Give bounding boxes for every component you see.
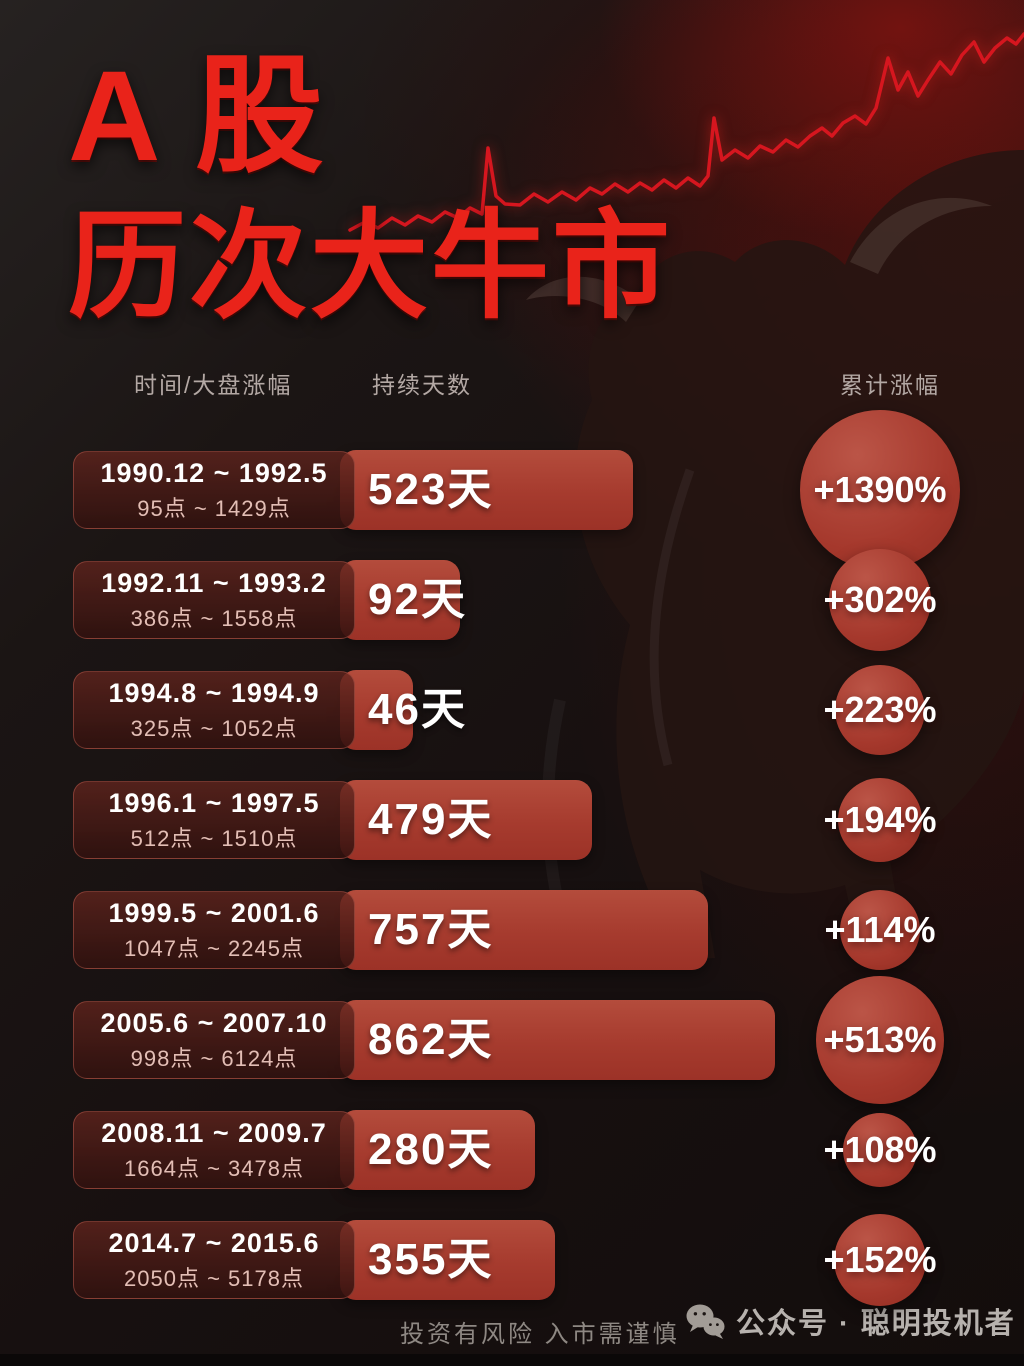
period-box: 2005.6 ~ 2007.10 998点 ~ 6124点 [73,1001,355,1079]
gain-circle [838,778,922,862]
stock-chart-line [348,32,1024,232]
period-label: 1994.8 ~ 1994.9 [108,677,320,708]
duration-bar [340,780,592,860]
gain-label: +513% [823,1019,937,1060]
disclaimer-text: 投资有风险 入市需谨慎 [400,1321,680,1348]
duration-label: 92天 [368,575,467,624]
points-label: 512点 ~ 1510点 [130,825,298,851]
points-label: 386点 ~ 1558点 [130,605,298,631]
duration-label: 757天 [368,905,494,954]
gain-label: +1390% [813,469,947,510]
page-title: A 股 历次大牛市 [68,45,674,334]
gain-label: +108% [823,1129,937,1170]
title-line1: A 股 [68,45,326,188]
gain-circle [834,1214,926,1306]
bull-market-row: 1999.5 ~ 2001.6 1047点 ~ 2245点 757天 +114% [0,890,1024,970]
gain-label: +114% [824,909,936,950]
period-label: 1999.5 ~ 2001.6 [108,897,320,928]
column-header-time: 时间/大盘涨幅 [134,372,293,398]
period-label: 1996.1 ~ 1997.5 [108,787,320,818]
gain-label: +194% [823,799,937,840]
points-label: 1047点 ~ 2245点 [124,935,304,961]
gain-circle [800,410,960,570]
duration-label: 280天 [368,1125,494,1174]
bull-market-row: 1990.12 ~ 1992.5 95点 ~ 1429点 523天 +1390% [0,410,1024,570]
period-label: 1992.11 ~ 1993.2 [101,567,327,598]
column-header-duration: 持续天数 [372,372,472,398]
period-box: 1994.8 ~ 1994.9 325点 ~ 1052点 [73,671,355,749]
duration-bar [340,1110,535,1190]
period-box: 1996.1 ~ 1997.5 512点 ~ 1510点 [73,781,355,859]
duration-bar [340,450,633,530]
gain-circle [835,665,925,755]
duration-label: 479天 [368,795,494,844]
bull-market-row: 2008.11 ~ 2009.7 1664点 ~ 3478点 280天 +108% [0,1110,1024,1190]
duration-label: 46天 [368,685,467,734]
period-box: 2014.7 ~ 2015.6 2050点 ~ 5178点 [73,1221,355,1299]
gain-label: +152% [823,1239,937,1280]
duration-bar [340,890,708,970]
gain-label: +223% [823,689,937,730]
gain-circle [840,890,920,970]
bull-market-row: 2005.6 ~ 2007.10 998点 ~ 6124点 862天 +513% [0,976,1024,1104]
points-label: 325点 ~ 1052点 [130,715,298,741]
period-label: 2008.11 ~ 2009.7 [101,1117,327,1148]
period-label: 2014.7 ~ 2015.6 [108,1227,320,1258]
duration-label: 355天 [368,1235,494,1284]
bull-market-row: 1994.8 ~ 1994.9 325点 ~ 1052点 46天 +223% [0,665,1024,755]
bull-market-row: 1996.1 ~ 1997.5 512点 ~ 1510点 479天 +194% [0,778,1024,862]
gain-circle [816,976,944,1104]
period-box: 1992.11 ~ 1993.2 386点 ~ 1558点 [73,561,355,639]
wechat-account: 公众号 · 聪明投机者 [684,1300,1016,1342]
points-label: 998点 ~ 6124点 [130,1045,298,1071]
gain-circle [843,1113,917,1187]
points-label: 95点 ~ 1429点 [137,495,291,521]
period-box: 1990.12 ~ 1992.5 95点 ~ 1429点 [73,451,355,529]
gain-label: +302% [823,579,937,620]
duration-label: 523天 [368,465,494,514]
period-label: 1990.12 ~ 1992.5 [100,457,328,488]
period-box: 2008.11 ~ 2009.7 1664点 ~ 3478点 [73,1111,355,1189]
points-label: 2050点 ~ 5178点 [124,1265,304,1291]
wechat-account-name: 公众号 · 聪明投机者 [736,1308,1016,1340]
points-label: 1664点 ~ 3478点 [124,1155,304,1181]
duration-label: 862天 [368,1015,494,1064]
gain-circle [829,549,931,651]
duration-bar [340,560,460,640]
bull-market-row: 2014.7 ~ 2015.6 2050点 ~ 5178点 355天 +152% [0,1214,1024,1306]
bull-market-row: 1992.11 ~ 1993.2 386点 ~ 1558点 92天 +302% [0,549,1024,651]
period-box: 1999.5 ~ 2001.6 1047点 ~ 2245点 [73,891,355,969]
column-header-gain: 累计涨幅 [840,372,940,398]
bottom-strip [0,1354,1024,1366]
wechat-icon [686,1304,725,1339]
duration-bar [340,1220,555,1300]
duration-bar [340,1000,775,1080]
title-line2: 历次大牛市 [68,201,674,334]
period-label: 2005.6 ~ 2007.10 [100,1007,328,1038]
